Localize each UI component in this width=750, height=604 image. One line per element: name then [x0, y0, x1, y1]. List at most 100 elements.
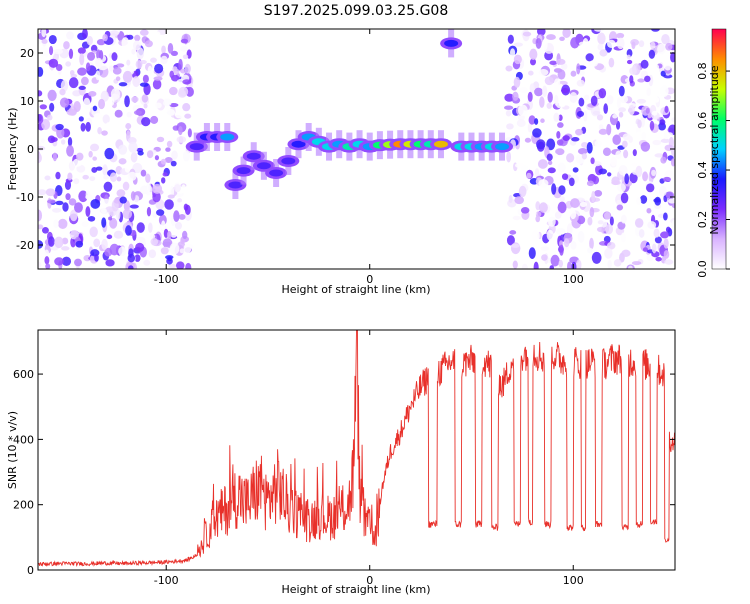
noise-blob — [128, 141, 138, 153]
noise-blob — [44, 175, 51, 181]
noise-blob — [509, 230, 517, 235]
noise-blob — [125, 225, 132, 236]
colorbar-tick-label: 0.0 — [696, 260, 709, 278]
noise-blob — [78, 190, 88, 203]
noise-blob — [104, 147, 115, 160]
noise-blob — [556, 139, 564, 146]
noise-blob — [670, 51, 675, 63]
noise-blob — [74, 202, 83, 213]
noise-blob — [96, 38, 106, 46]
noise-blob — [129, 204, 139, 209]
noise-blob — [661, 33, 670, 45]
noise-blob — [74, 258, 82, 267]
noise-blob — [146, 180, 151, 193]
noise-blob — [134, 34, 141, 42]
noise-blob — [576, 63, 581, 75]
noise-blob — [538, 202, 548, 213]
noise-blob — [587, 216, 593, 226]
noise-blob — [589, 60, 598, 67]
noise-blob — [141, 116, 151, 127]
noise-blob — [577, 231, 585, 243]
noise-blob — [513, 42, 523, 47]
noise-blob — [620, 232, 626, 243]
y-tick-label: -20 — [16, 239, 34, 252]
noise-blob — [184, 63, 191, 74]
noise-blob — [651, 243, 657, 254]
noise-blob — [174, 110, 184, 119]
noise-blob — [69, 70, 75, 76]
noise-blob — [95, 166, 103, 171]
y-tick-label: 400 — [13, 433, 34, 446]
noise-blob — [522, 31, 532, 37]
noise-blob — [108, 216, 113, 221]
noise-blob — [170, 50, 178, 57]
noise-blob — [569, 92, 578, 104]
noise-blob — [637, 119, 642, 129]
noise-blob — [124, 164, 131, 173]
noise-blob — [167, 194, 175, 199]
noise-blob — [605, 224, 614, 235]
noise-blob — [536, 29, 546, 36]
noise-blob — [130, 152, 138, 163]
noise-blob — [645, 107, 650, 114]
noise-blob — [648, 49, 656, 59]
noise-blob — [66, 145, 74, 157]
noise-blob — [41, 39, 48, 44]
noise-blob — [586, 141, 593, 154]
noise-blob — [161, 177, 166, 184]
noise-blob — [166, 230, 172, 239]
noise-blob — [581, 142, 589, 148]
noise-blob — [65, 61, 72, 67]
noise-blob — [95, 70, 101, 81]
noise-blob — [167, 256, 173, 262]
noise-blob — [659, 119, 666, 126]
noise-blob — [87, 215, 96, 222]
noise-blob — [578, 97, 585, 107]
noise-blob — [585, 53, 594, 62]
noise-blob — [505, 110, 512, 117]
noise-blob — [127, 171, 137, 181]
noise-blob — [638, 40, 645, 48]
noise-blob — [611, 180, 621, 186]
noise-blob — [81, 76, 89, 86]
noise-blob — [663, 212, 668, 221]
noise-blob — [567, 261, 572, 269]
noise-blob — [576, 259, 582, 269]
noise-blob — [187, 128, 192, 138]
noise-blob — [93, 238, 101, 248]
noise-blob — [546, 153, 553, 162]
noise-blob — [613, 259, 622, 267]
noise-blob — [131, 96, 139, 103]
noise-blob — [122, 208, 133, 220]
x-tick-label: -100 — [154, 574, 179, 587]
noise-blob — [663, 74, 673, 79]
noise-blob — [173, 184, 181, 193]
noise-blob — [170, 160, 177, 167]
noise-blob — [48, 58, 59, 68]
noise-blob — [110, 88, 121, 100]
noise-blob — [517, 104, 528, 116]
noise-blob — [634, 218, 644, 228]
noise-blob — [132, 40, 141, 51]
noise-blob — [556, 131, 561, 139]
noise-blob — [598, 88, 607, 99]
noise-blob — [607, 172, 612, 177]
noise-blob — [558, 185, 566, 195]
colorbar-label: Normalized spectral amplitude — [708, 65, 721, 234]
noise-blob — [628, 265, 633, 269]
y-tick-label: 0 — [27, 143, 34, 156]
noise-blob — [671, 219, 675, 229]
noise-blob — [177, 198, 183, 203]
noise-blob — [73, 178, 80, 185]
noise-blob — [184, 113, 192, 119]
noise-blob — [114, 109, 123, 118]
noise-blob — [640, 59, 649, 69]
noise-blob — [38, 152, 42, 164]
noise-blob — [180, 45, 188, 52]
noise-blob — [76, 164, 86, 173]
x-tick-label: 100 — [563, 273, 584, 286]
noise-blob — [551, 183, 557, 195]
noise-blob — [179, 248, 185, 254]
noise-blob — [602, 147, 612, 157]
noise-blob — [529, 48, 538, 60]
